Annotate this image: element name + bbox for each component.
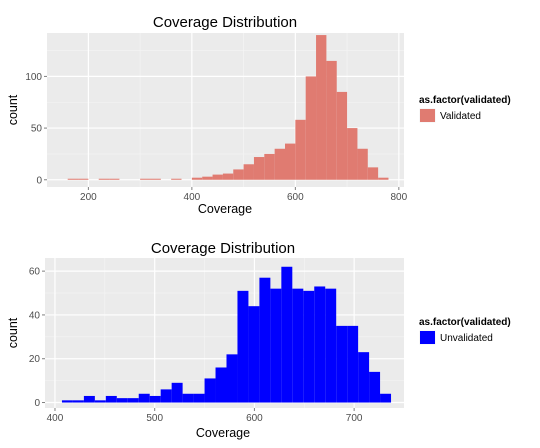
histogram-bar: [94, 400, 106, 403]
bars: [67, 35, 389, 180]
x-tick-label: 400: [184, 192, 201, 203]
histogram-bar: [243, 164, 254, 180]
y-tick-label: 0: [36, 175, 42, 186]
y-tick-label: 0: [34, 398, 40, 409]
axis-ticks: 200 400 600 800 0 50 100: [25, 72, 407, 203]
legend-title: as.factor(validated): [419, 95, 511, 106]
x-tick-label: 400: [47, 413, 64, 424]
histogram-bar: [160, 389, 172, 403]
histogram-bar: [226, 354, 238, 403]
histogram-bar: [305, 76, 317, 180]
bars: [61, 266, 392, 403]
histogram-bar: [233, 169, 244, 180]
legend: as.factor(validated) Unvalidated: [418, 317, 511, 346]
legend-swatch-unvalidated: [420, 331, 435, 344]
x-axis-title: Coverage: [198, 202, 252, 216]
histogram-bar: [295, 119, 306, 180]
histogram-bar: [182, 393, 194, 403]
x-tick-label: 500: [146, 413, 163, 424]
legend-title: as.factor(validated): [419, 317, 511, 328]
y-tick-label: 50: [31, 124, 43, 135]
y-tick-label: 40: [29, 310, 41, 321]
y-axis-title: count: [6, 94, 20, 125]
histogram-bar: [171, 382, 183, 403]
histogram-bar: [72, 400, 84, 403]
histogram-bar: [248, 306, 260, 403]
histogram-bar: [367, 167, 379, 180]
histogram-bar: [369, 371, 381, 403]
axis-ticks: 400 500 600 700 0 20 40 60: [29, 267, 363, 424]
histogram-bar: [191, 177, 203, 180]
histogram-bar: [105, 395, 117, 403]
histogram-bar: [171, 178, 182, 180]
histogram-bar: [150, 178, 161, 180]
legend-label-validated: Validated: [440, 111, 481, 122]
histogram-bar: [347, 325, 359, 403]
chart-title: Coverage Distribution: [151, 240, 295, 257]
legend: as.factor(validated) Validated: [418, 95, 511, 124]
legend-swatch-validated: [420, 109, 435, 122]
x-tick-label: 600: [287, 192, 304, 203]
histogram-bar: [127, 398, 139, 403]
histogram-bar: [292, 288, 304, 403]
histogram-bar: [237, 290, 249, 403]
histogram-bar: [285, 143, 296, 180]
histogram-bar: [140, 178, 151, 180]
histogram-bar: [336, 91, 348, 180]
histogram-bar: [67, 178, 79, 180]
histogram-bar: [116, 398, 128, 403]
y-tick-label: 20: [29, 354, 41, 365]
histogram-bar: [212, 174, 223, 180]
histogram-bar: [98, 178, 110, 180]
legend-label-unvalidated: Unvalidated: [440, 333, 493, 344]
histogram-bar: [193, 393, 205, 403]
histogram-bar: [222, 173, 234, 180]
y-tick-label: 100: [25, 72, 42, 83]
x-axis-title: Coverage: [196, 426, 250, 440]
histogram-bar: [109, 178, 120, 180]
x-tick-label: 200: [80, 192, 97, 203]
y-axis-title: count: [6, 317, 20, 348]
histogram-bar: [259, 277, 271, 403]
x-tick-label: 700: [346, 413, 363, 424]
histogram-bar: [347, 128, 358, 180]
validated-histogram-chart: Coverage Distribution 200 400 600 800 0 50 100…: [6, 14, 511, 216]
histogram-bar: [336, 325, 348, 403]
histogram-bar: [264, 153, 275, 180]
histogram-bar: [215, 367, 227, 403]
histogram-bar: [270, 288, 282, 403]
histogram-bar: [78, 178, 89, 180]
unvalidated-histogram-chart: Coverage Distribution 400 500 600 700 0 20 40 6…: [6, 240, 511, 440]
histogram-bar: [274, 148, 285, 180]
histogram-bar: [303, 290, 315, 403]
histogram-bar: [138, 393, 150, 403]
histogram-bar: [204, 378, 216, 403]
histogram-bar: [314, 286, 326, 403]
x-tick-label: 600: [246, 413, 263, 424]
histogram-bar: [281, 266, 293, 403]
histogram-bar: [325, 288, 337, 403]
histogram-bar: [378, 177, 389, 180]
y-tick-label: 60: [29, 267, 41, 278]
histogram-bar: [149, 395, 161, 403]
histogram-bar: [326, 60, 337, 180]
histogram-bar: [358, 352, 370, 403]
histogram-bar: [202, 176, 213, 180]
chart-title: Coverage Distribution: [153, 14, 297, 31]
histogram-bar: [316, 35, 327, 180]
x-tick-label: 800: [390, 192, 407, 203]
histogram-bar: [357, 148, 368, 180]
histogram-bar: [253, 157, 265, 180]
histogram-bar: [83, 395, 95, 403]
histogram-bar: [61, 400, 73, 403]
histogram-bar: [380, 393, 392, 403]
